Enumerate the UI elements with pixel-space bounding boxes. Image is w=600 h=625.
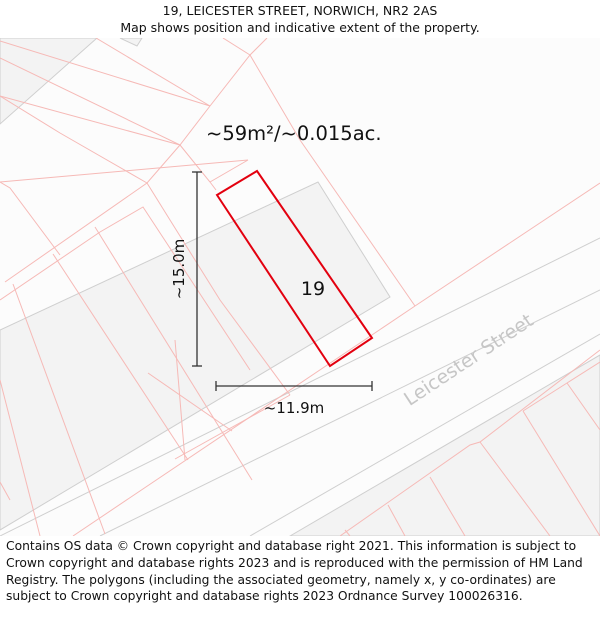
plot-number-label: 19 — [301, 278, 325, 300]
property-address-title: 19, LEICESTER STREET, NORWICH, NR2 2AS — [162, 3, 438, 18]
property-map[interactable]: ~59m²/~0.015ac. 19 ~15.0m ~11.9m Leicest… — [0, 38, 600, 536]
copyright-notice: Contains OS data © Crown copyright and d… — [6, 539, 583, 604]
parcel-boundaries — [0, 38, 600, 536]
map-description: Map shows position and indicative extent… — [120, 20, 480, 35]
width-dimension — [215, 381, 373, 391]
road-edge-south — [249, 333, 600, 536]
height-dimension — [192, 171, 202, 367]
width-dimension-label: ~11.9m — [264, 399, 325, 417]
property-boundary-19[interactable] — [215, 169, 374, 368]
road-edge-north — [0, 237, 600, 536]
building-top-small — [119, 38, 143, 47]
map-header: 19, LEICESTER STREET, NORWICH, NR2 2AS M… — [0, 0, 600, 40]
road-edges — [0, 237, 600, 536]
height-dimension-label: ~15.0m — [170, 239, 188, 300]
building-row-south-east — [289, 354, 600, 536]
area-label: ~59m²/~0.015ac. — [206, 122, 382, 145]
road-edge-north-inner — [99, 289, 600, 536]
building-row-south-west — [0, 181, 391, 531]
